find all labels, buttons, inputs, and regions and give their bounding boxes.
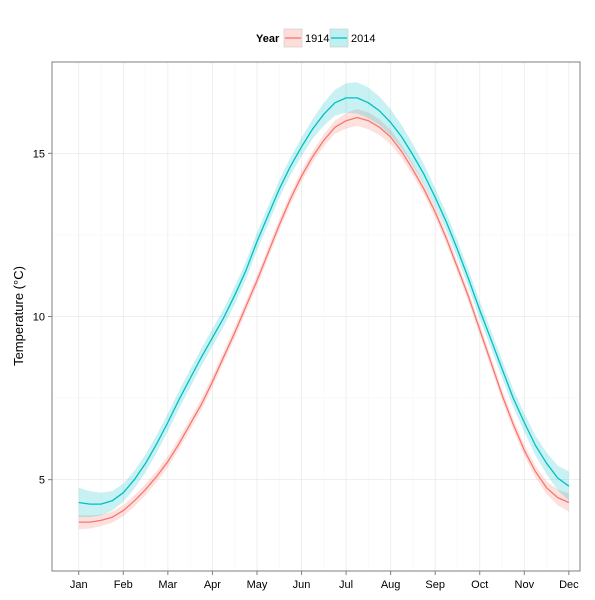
x-tick-label: Jul — [339, 579, 353, 591]
series-line-1914 — [78, 116, 570, 523]
x-tick-label: Apr — [204, 579, 221, 591]
legend-label: 2014 — [351, 33, 375, 45]
y-tick-label: 15 — [33, 148, 45, 160]
series-line-2014 — [78, 97, 570, 505]
legend-title: Year — [256, 33, 280, 45]
plot-area: 5 10 15 Jan Feb Mar Apr May Jun Jul Aug Sep Oct Nov De… — [33, 61, 581, 591]
x-tick-label: Dec — [559, 579, 579, 591]
y-tick-label: 5 — [39, 475, 45, 487]
legend: Year 1914 2014 — [256, 28, 375, 48]
x-tick-label: Oct — [471, 579, 488, 591]
x-tick-label: Sep — [425, 579, 445, 591]
x-tick-label: Aug — [381, 579, 401, 591]
legend-entry-2014: 2014 — [329, 28, 375, 48]
legend-entry-1914: 1914 — [283, 28, 329, 48]
x-tick-label: May — [247, 579, 268, 591]
y-axis-label: Temperature (°C) — [11, 266, 26, 366]
x-tick-label: Feb — [114, 579, 133, 591]
x-tick-label: Jan — [70, 579, 88, 591]
x-tick-label: Nov — [515, 579, 535, 591]
x-tick-label: Jun — [293, 579, 311, 591]
y-tick-label: 10 — [33, 312, 45, 324]
x-tick-label: Mar — [158, 579, 177, 591]
legend-label: 1914 — [305, 33, 329, 45]
